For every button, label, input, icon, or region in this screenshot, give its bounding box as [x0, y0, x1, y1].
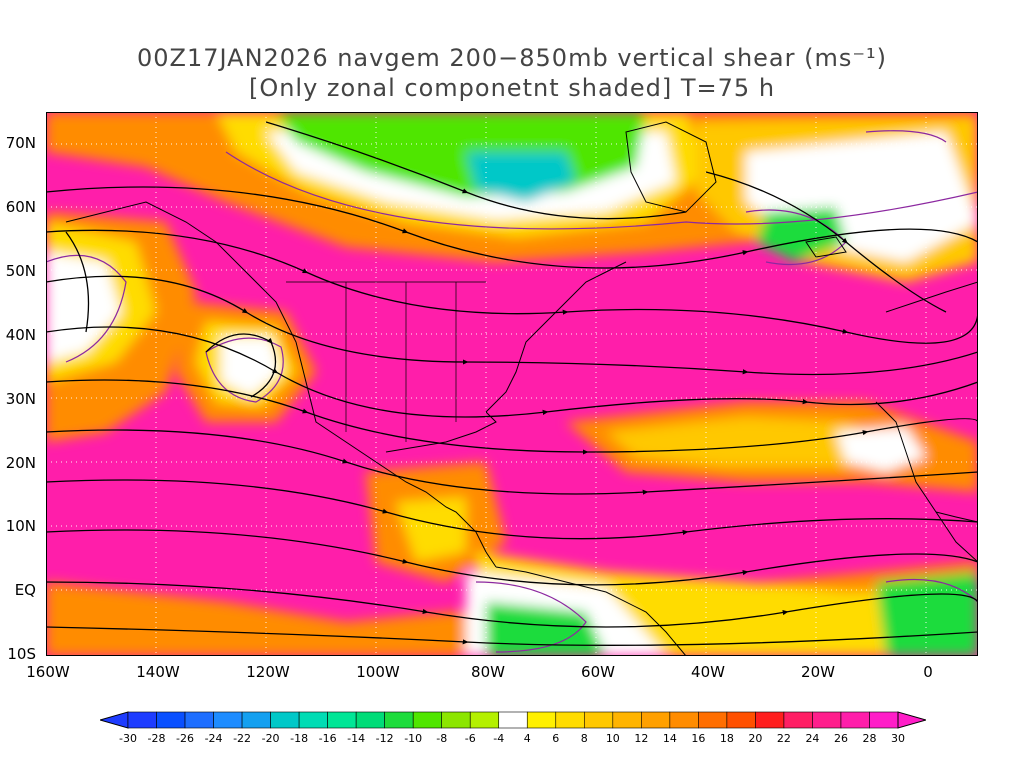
colorbar-swatch [156, 711, 186, 729]
map-title-line2: [Only zonal componetnt shaded] T=75 h [248, 74, 776, 102]
colorbar-swatch [270, 711, 300, 729]
lon-label: 140W [136, 663, 180, 681]
streamlines [46, 121, 978, 646]
colorbar-tick-label: 20 [748, 732, 762, 745]
colorbar-swatch [355, 711, 385, 729]
map-frame [46, 112, 978, 656]
shade-south-green [486, 602, 606, 656]
colorbar-swatch [498, 711, 528, 729]
colorbar-swatch [384, 711, 414, 729]
colorbar-swatch [327, 711, 357, 729]
shading-field [46, 112, 978, 656]
colorbar-tick-label: -18 [290, 732, 308, 745]
colorbar-tick-label: 24 [805, 732, 819, 745]
lat-label: 60N [5, 197, 36, 216]
lon-label: 20W [801, 663, 835, 681]
lat-label: 20N [5, 453, 36, 472]
colorbar-swatch [441, 711, 471, 729]
colorbar-tick-label: -4 [493, 732, 504, 745]
colorbar-tick-label: -30 [119, 732, 137, 745]
colorbar-swatch [869, 711, 899, 729]
lon-label: 0 [923, 663, 933, 681]
colorbar-swatch [298, 711, 328, 729]
colorbar-tick-label: 16 [691, 732, 705, 745]
colorbar-tick-label: 22 [777, 732, 791, 745]
colorbar-tick-label: 4 [524, 732, 531, 745]
colorbar-swatch [840, 711, 870, 729]
colorbar-tick-label: -20 [262, 732, 280, 745]
lon-label: 80W [471, 663, 505, 681]
lon-label: 120W [246, 663, 290, 681]
colorbar-tick-label: -10 [404, 732, 422, 745]
colorbar-swatch [612, 711, 642, 729]
lat-label: 40N [5, 325, 36, 344]
colorbar-swatch [669, 711, 699, 729]
greenland [625, 121, 717, 213]
colorbar-tick-label: -6 [465, 732, 476, 745]
map-title-line1: 00Z17JAN2026 navgem 200−850mb vertical s… [136, 44, 888, 72]
colorbar-swatch [783, 711, 813, 729]
colorbar-tick-label: -26 [176, 732, 194, 745]
colorbar-swatch [555, 711, 585, 729]
colorbar-swatch [755, 711, 785, 729]
colorbar-tick-label: 14 [663, 732, 677, 745]
colorbar-swatch [812, 711, 842, 729]
colorbar-tick-label: 26 [834, 732, 848, 745]
colorbar-swatch [412, 711, 443, 729]
colorbar-swatch [526, 711, 557, 729]
lat-label: 10S [7, 645, 36, 664]
colorbar-tick-label: -22 [233, 732, 251, 745]
shade-ne-green [756, 207, 846, 262]
gulf-of-guinea [935, 511, 978, 523]
africa-coast [875, 401, 978, 563]
lat-label: EQ [14, 581, 36, 600]
lon-label: 40W [691, 663, 725, 681]
europe-coast [885, 281, 978, 313]
colorbar-swatch [213, 711, 243, 729]
lon-label: 160W [26, 663, 70, 681]
lon-label: 100W [356, 663, 400, 681]
shade-north-cyan [466, 152, 576, 202]
colorbar-tick-label: 6 [552, 732, 559, 745]
colorbar-tick-label: -12 [376, 732, 394, 745]
colorbar-tick-label: -14 [347, 732, 365, 745]
colorbar-tick-label: 12 [634, 732, 648, 745]
lat-label: 50N [5, 261, 36, 280]
colorbar-tick-label: 10 [606, 732, 620, 745]
colorbar-tick-label: 18 [720, 732, 734, 745]
colorbar-swatch [583, 711, 614, 729]
lon-label: 60W [581, 663, 615, 681]
colorbar-swatch [469, 711, 500, 729]
colorbar-tick-label: 30 [891, 732, 905, 745]
colorbar-tick-label: -16 [319, 732, 337, 745]
shear-map [46, 112, 978, 656]
shade-se-green [876, 572, 978, 656]
colorbar: -30 -28 -26 -24 -22 -20 -18 -16 -14 -12 -10 -8 -6 -4 4… [100, 711, 926, 745]
lat-label: 30N [5, 389, 36, 408]
colorbar-swatch [641, 711, 671, 729]
colorbar-swatch [241, 711, 271, 729]
colorbar-right-arrow [897, 711, 926, 729]
lat-label: 70N [5, 134, 36, 152]
colorbar-tick-label: 8 [581, 732, 588, 745]
colorbar-swatch [127, 711, 157, 729]
colorbar-swatch [698, 711, 728, 729]
lat-label: 10N [5, 517, 36, 536]
iceland [805, 236, 847, 258]
colorbar-tick-label: -24 [205, 732, 223, 745]
colorbar-left-arrow [100, 711, 129, 729]
colorbar-tick-label: -28 [148, 732, 166, 745]
colorbar-tick-label: 28 [862, 732, 876, 745]
colorbar-tick-label: -8 [436, 732, 447, 745]
colorbar-swatch [726, 711, 756, 729]
colorbar-swatch [184, 711, 214, 729]
